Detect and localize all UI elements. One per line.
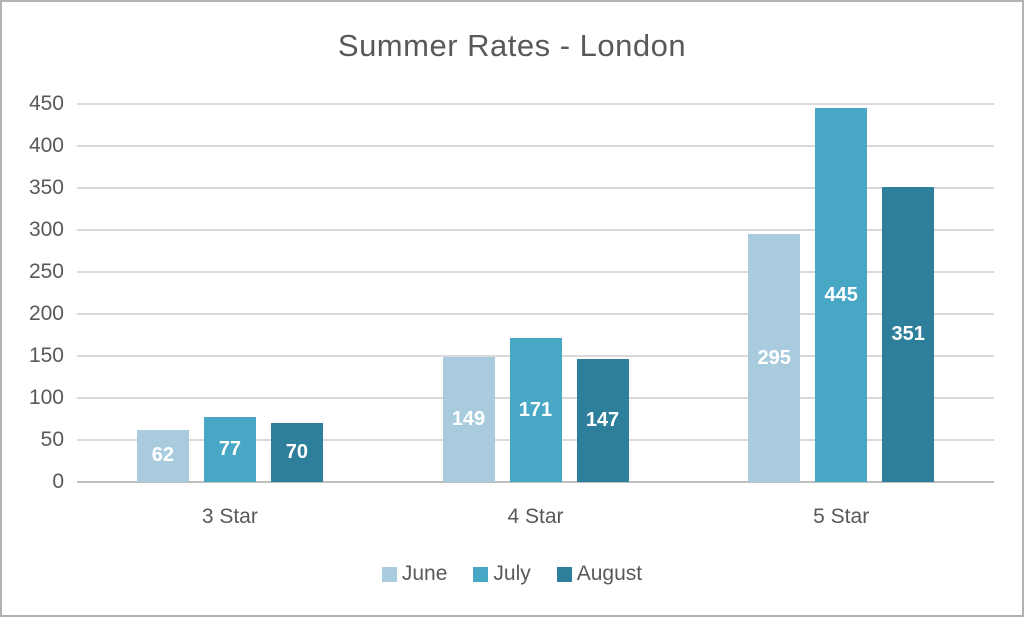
y-tick-label: 50 [40, 428, 64, 451]
y-tick-label: 150 [28, 344, 64, 367]
x-axis-labels: 3 Star 4 Star 5 Star [77, 505, 994, 529]
legend-label: June [401, 562, 448, 585]
y-tick-label: 450 [28, 92, 64, 115]
legend-item-august: August [556, 562, 643, 586]
bar-august-5-star: 351 [882, 187, 935, 482]
legend-swatch [473, 566, 489, 582]
bar-july-3-star: 77 [203, 417, 256, 482]
bar-value-label: 62 [151, 444, 174, 467]
bar-june-4-star: 149 [442, 356, 495, 482]
bar-value-label: 77 [218, 438, 241, 461]
legend-swatch [556, 566, 572, 582]
legend-label: July [493, 562, 531, 585]
plot-area: 62 77 70 149 171 147 295 445 351 [77, 103, 994, 483]
grid-line [77, 103, 994, 105]
y-tick-label: 350 [28, 176, 64, 199]
bar-groups: 62 77 70 149 171 147 295 445 351 [77, 104, 994, 482]
bar-august-3-star: 70 [270, 423, 323, 482]
x-category-label: 5 Star [813, 505, 870, 528]
y-tick-label: 200 [28, 302, 64, 325]
bar-july-4-star: 171 [509, 338, 562, 482]
bar-august-4-star: 147 [576, 358, 629, 482]
bar-group-4-star: 149 171 147 [383, 104, 689, 482]
grid-line [77, 229, 994, 231]
y-tick-label: 300 [28, 218, 64, 241]
legend-item-july: July [473, 562, 531, 586]
x-category-label: 4 Star [507, 505, 564, 528]
bar-july-5-star: 445 [815, 108, 868, 482]
bar-value-label: 351 [891, 323, 925, 346]
y-axis-labels: 0 50 100 150 200 250 300 350 400 450 [2, 92, 64, 493]
bar-value-label: 445 [824, 283, 858, 306]
legend-label: August [576, 562, 643, 585]
grid-line [77, 271, 994, 273]
bar-value-label: 295 [757, 346, 791, 369]
grid-line [77, 313, 994, 315]
legend-item-june: June [381, 562, 448, 586]
y-tick-label: 250 [28, 260, 64, 283]
grid-line [77, 145, 994, 147]
bar-group-3-star: 62 77 70 [77, 104, 383, 482]
bar-value-label: 171 [518, 398, 553, 421]
y-tick-label: 400 [28, 134, 64, 157]
grid-line [77, 481, 994, 483]
x-category-label: 3 Star [201, 505, 258, 528]
bar-value-label: 147 [585, 408, 620, 431]
bar-value-label: 70 [285, 441, 308, 464]
grid-line [77, 187, 994, 189]
bar-group-5-star: 295 445 351 [688, 104, 994, 482]
bar-june-3-star: 62 [136, 429, 189, 482]
y-tick-label: 100 [28, 386, 64, 409]
legend-swatch [381, 566, 397, 582]
y-tick-label: 0 [52, 470, 64, 493]
chart-title: Summer Rates - London [337, 28, 687, 63]
bar-value-label: 149 [451, 407, 486, 430]
legend: June July August [2, 562, 1022, 586]
bar-june-5-star: 295 [748, 234, 801, 482]
